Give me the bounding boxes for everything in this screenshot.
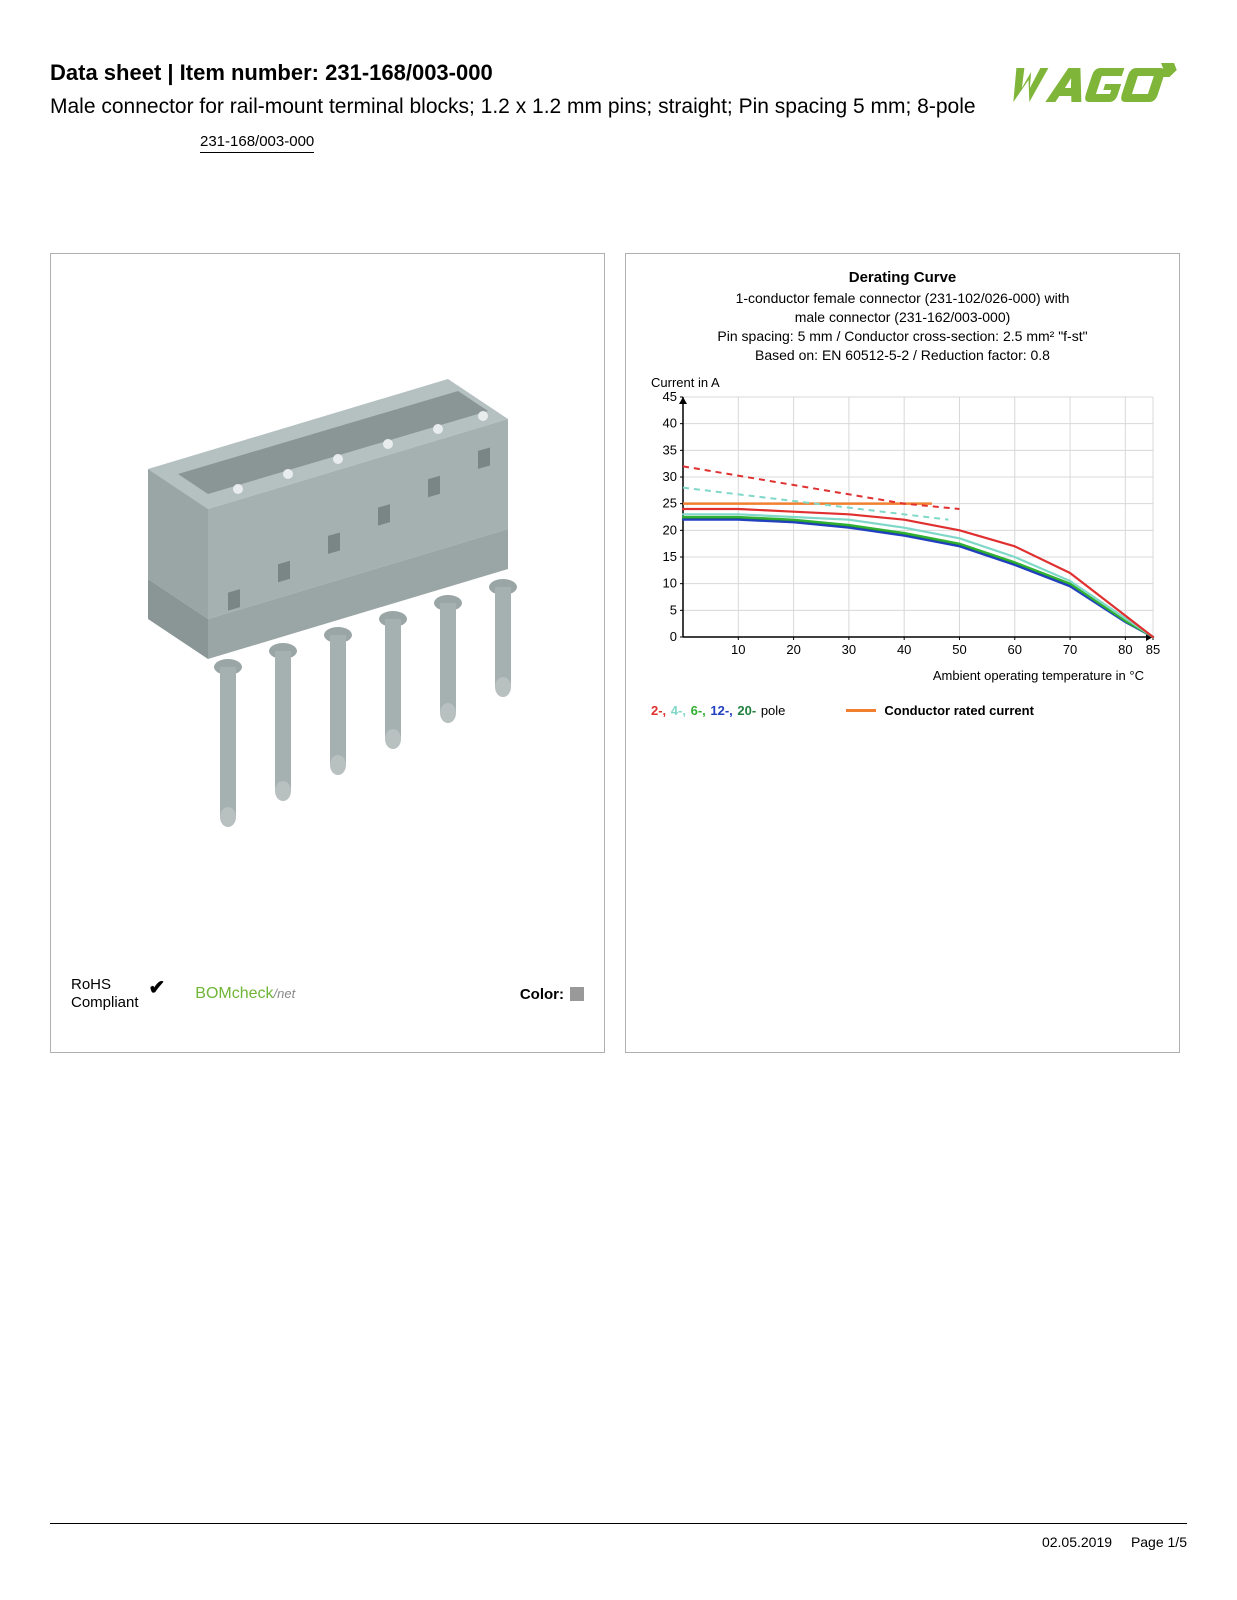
chart-x-label: Ambient operating temperature in °C: [641, 668, 1144, 683]
svg-text:80: 80: [1118, 642, 1132, 657]
chart-subtitle-3: Pin spacing: 5 mm / Conductor cross-sect…: [641, 327, 1164, 346]
svg-text:70: 70: [1062, 642, 1076, 657]
chart-panel: Derating Curve 1-conductor female connec…: [625, 253, 1180, 1053]
legend-rated-line: [846, 709, 876, 712]
chart-y-label: Current in A: [651, 375, 1164, 390]
svg-text:40: 40: [662, 416, 676, 431]
legend-rated-label: Conductor rated current: [884, 703, 1034, 718]
bomcheck-suffix: /net: [274, 986, 296, 1001]
product-panel: RoHS Compliant ✔ BOMcheck/net Color:: [50, 253, 605, 1053]
product-image: [66, 269, 589, 909]
svg-text:10: 10: [731, 642, 745, 657]
chart-subtitle-1: 1-conductor female connector (231-102/02…: [641, 289, 1164, 308]
subtitle: Male connector for rail-mount terminal b…: [50, 92, 997, 121]
svg-text:15: 15: [662, 549, 676, 564]
color-swatch: [570, 987, 584, 1001]
svg-text:45: 45: [662, 392, 676, 404]
legend-pole-6: 6-,: [691, 703, 710, 718]
svg-text:30: 30: [662, 469, 676, 484]
svg-text:35: 35: [662, 442, 676, 457]
chart-subtitle-4: Based on: EN 60512-5-2 / Reduction facto…: [641, 346, 1164, 365]
rohs-badge: RoHS Compliant ✔: [71, 976, 165, 1012]
page-title: Data sheet | Item number: 231-168/003-00…: [50, 60, 997, 86]
svg-text:50: 50: [952, 642, 966, 657]
footer: 02.05.2019 Page 1/5: [50, 1523, 1187, 1550]
legend-pole-12: 12-,: [710, 703, 736, 718]
svg-text:30: 30: [841, 642, 855, 657]
legend-pole-2: 2-,: [651, 703, 670, 718]
header-text: Data sheet | Item number: 231-168/003-00…: [50, 60, 997, 153]
bomcheck-badge: BOMcheck/net: [195, 985, 295, 1003]
check-icon: ✔: [149, 976, 166, 1000]
title-prefix: Data sheet | Item number:: [50, 60, 325, 85]
rohs-text-2: Compliant: [71, 994, 139, 1012]
bomcheck-text: BOMcheck: [195, 985, 273, 1002]
chart-subtitle: 1-conductor female connector (231-102/02…: [641, 289, 1164, 365]
svg-text:40: 40: [896, 642, 910, 657]
chart-legend: 2-, 4-, 6-, 12-, 20- pole Conductor rate…: [641, 703, 1164, 718]
legend-poles: 2-, 4-, 6-, 12-, 20- pole: [651, 703, 786, 718]
chart-title: Derating Curve: [641, 269, 1164, 286]
derating-chart: 0 5 10 15 20 25 30 35 40 45 10 20 30 40 50 60 70 80 85: [643, 392, 1163, 662]
footer-date: 02.05.2019: [1042, 1534, 1112, 1550]
rohs-text-1: RoHS: [71, 976, 139, 994]
svg-text:20: 20: [662, 522, 676, 537]
legend-pole-4: 4-,: [671, 703, 690, 718]
svg-text:85: 85: [1145, 642, 1159, 657]
wago-logo: [997, 60, 1187, 115]
svg-text:0: 0: [669, 629, 676, 644]
svg-text:60: 60: [1007, 642, 1021, 657]
legend-pole-20: 20-: [737, 703, 756, 718]
chart-subtitle-2: male connector (231-162/003-000): [641, 308, 1164, 327]
legend-poles-suffix: pole: [757, 703, 785, 718]
svg-text:25: 25: [662, 496, 676, 511]
item-number-link[interactable]: 231-168/003-000: [200, 133, 314, 153]
title-item-number: 231-168/003-000: [325, 60, 493, 85]
header: Data sheet | Item number: 231-168/003-00…: [50, 60, 1187, 153]
color-label: Color:: [520, 986, 564, 1003]
footer-page: Page 1/5: [1131, 1534, 1187, 1550]
color-indicator: Color:: [520, 986, 584, 1003]
svg-text:20: 20: [786, 642, 800, 657]
chart-area: 0 5 10 15 20 25 30 35 40 45 10 20 30 40 50 60 70 80 85: [643, 392, 1163, 662]
svg-text:5: 5: [669, 602, 676, 617]
svg-text:10: 10: [662, 576, 676, 591]
compliance-row: RoHS Compliant ✔ BOMcheck/net Color:: [71, 976, 584, 1012]
